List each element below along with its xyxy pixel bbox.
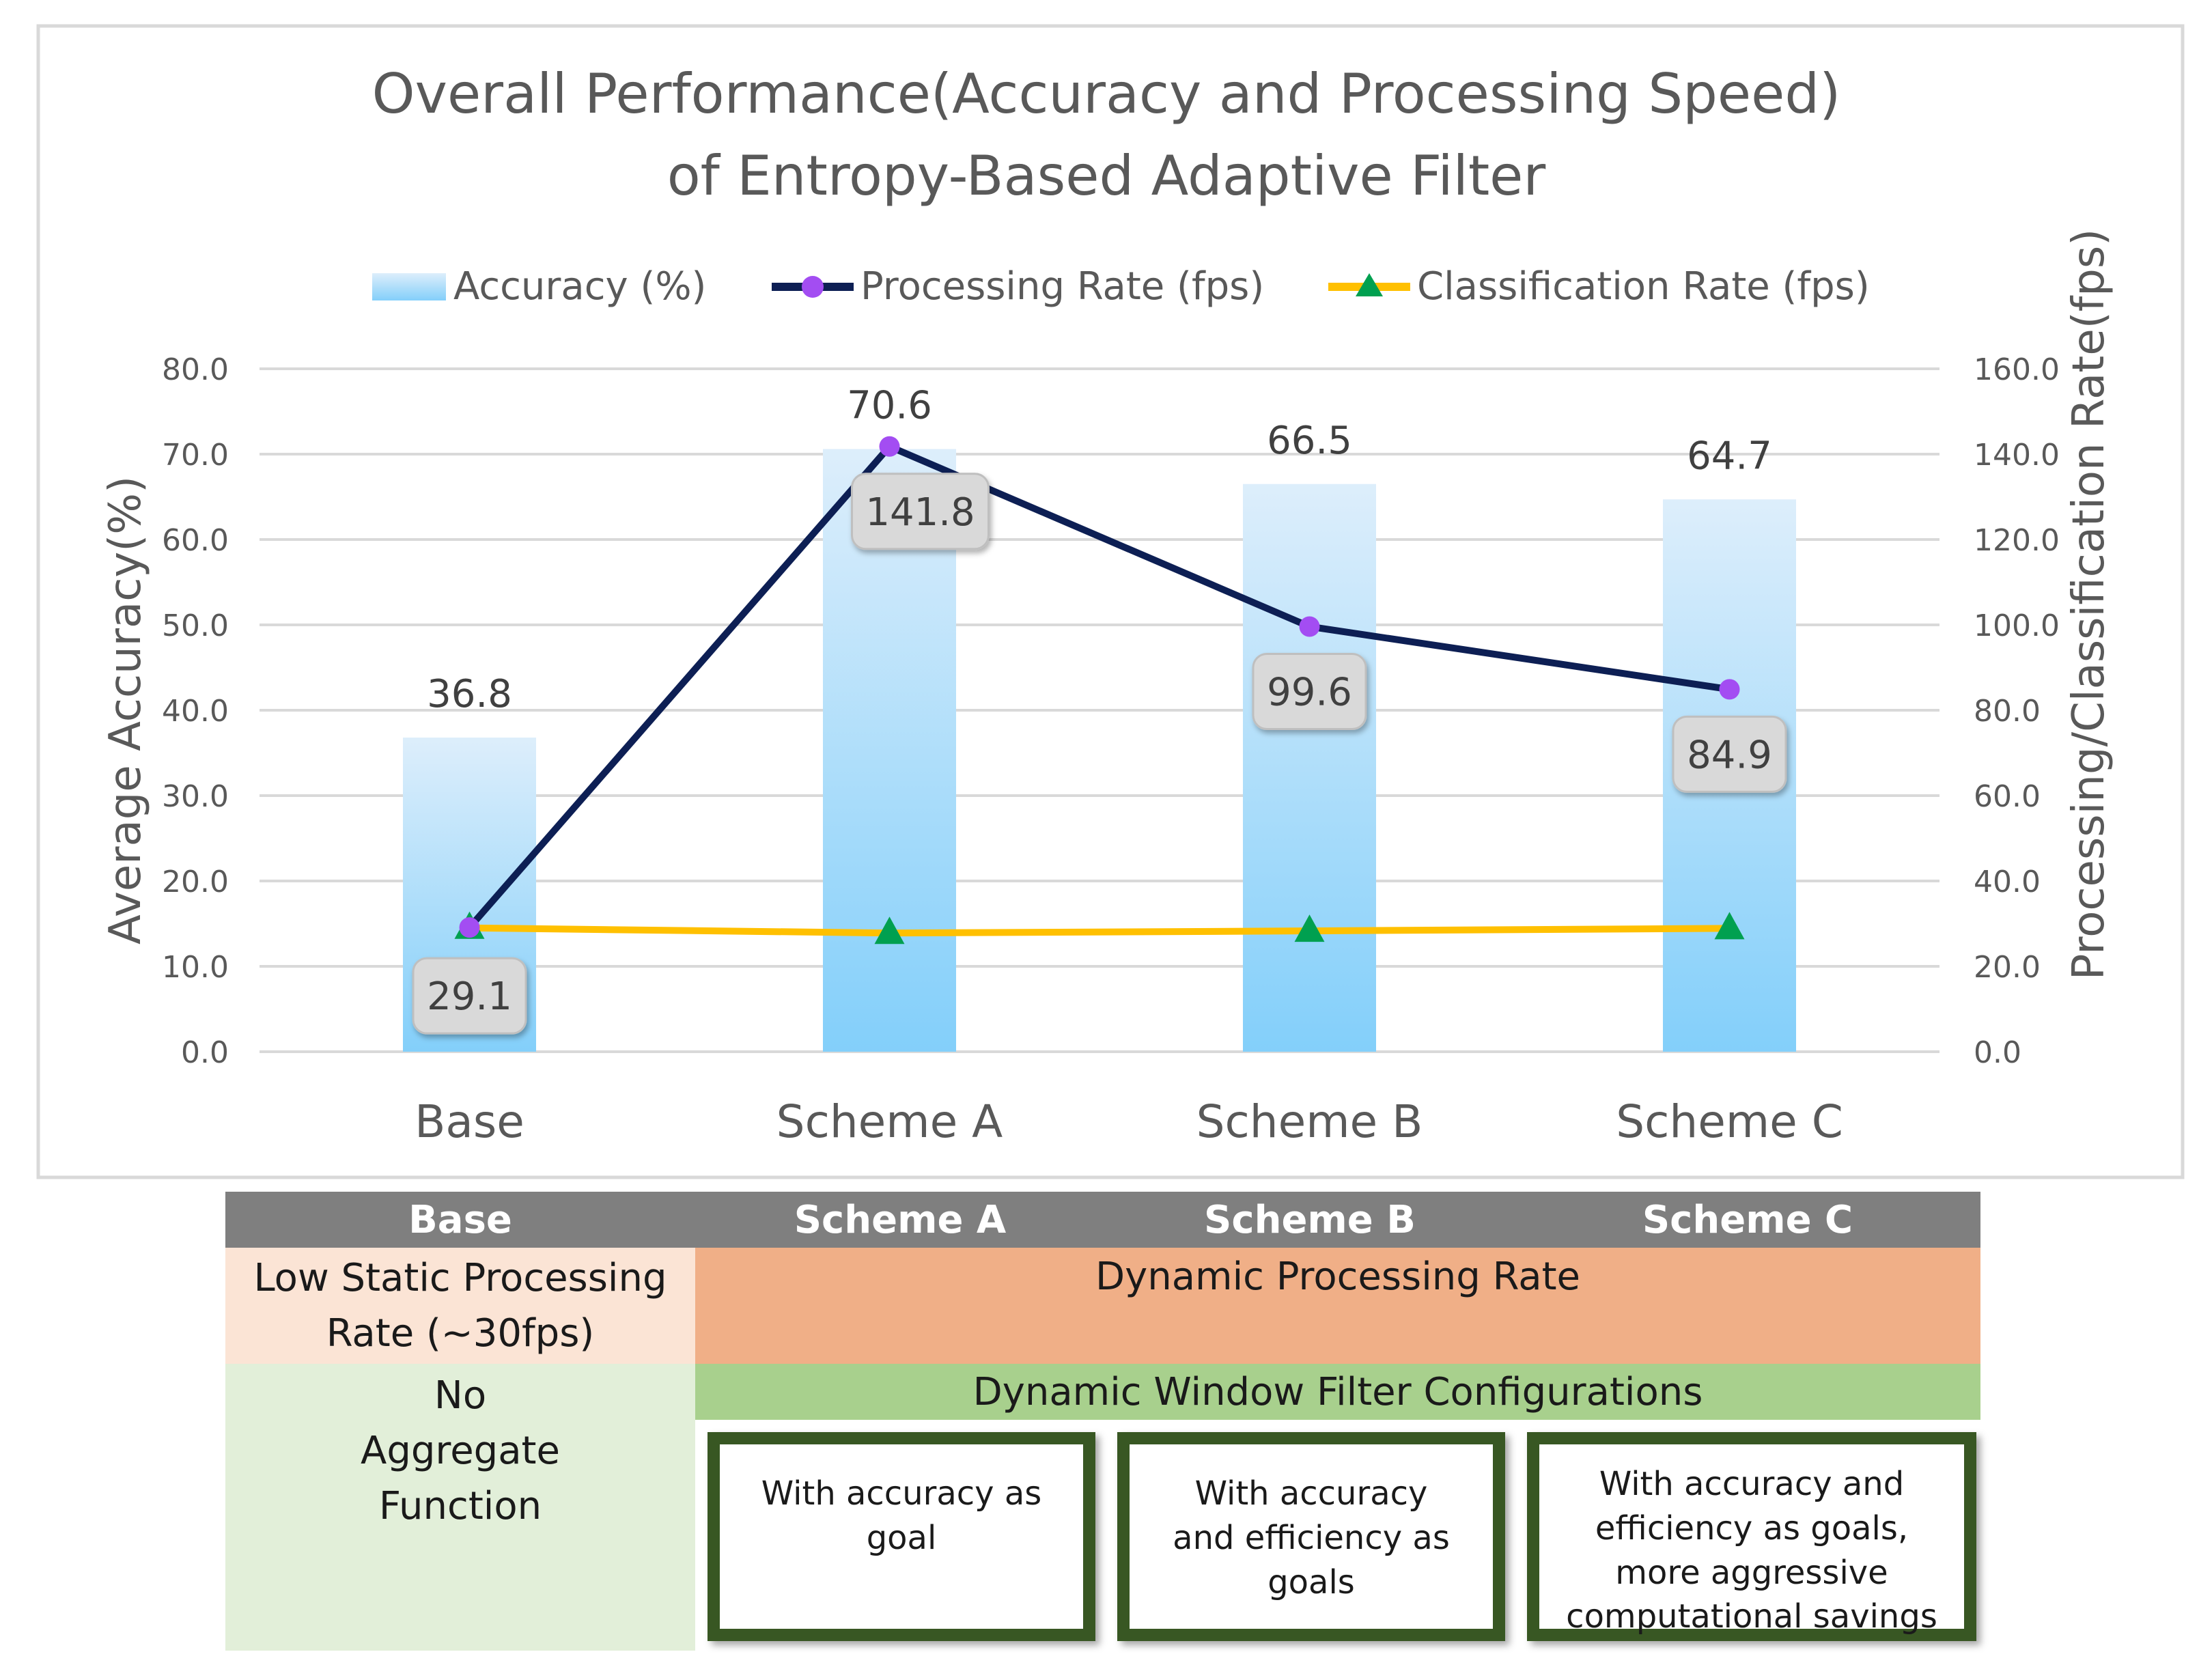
processing-rate-series [459, 436, 1740, 938]
processing-rate-data-labels: 29.1 141.8 99.6 84.9 [412, 473, 1787, 1035]
processing-rate-marker [1299, 616, 1320, 637]
dynamic-processing-rate-cell: Dynamic Processing Rate [695, 1248, 1980, 1364]
y-right-tick-label: 0.0 [1974, 1035, 2021, 1070]
legend-processing-label: Processing Rate (fps) [860, 264, 1264, 309]
table-header-base: Base [225, 1192, 695, 1248]
processing-rate-data-label: 29.1 [427, 975, 512, 1019]
y-left-tick-label: 20.0 [162, 865, 229, 899]
y-right-tick-label: 160.0 [1974, 352, 2060, 387]
processing-rate-label-box [851, 473, 990, 550]
accuracy-data-label: 36.8 [427, 672, 512, 716]
y-left-tick-label: 80.0 [162, 352, 229, 387]
y-left-tick-label: 0.0 [181, 1035, 229, 1070]
accuracy-data-labels: 36.8 70.6 66.5 64.7 [427, 384, 1772, 717]
classification-rate-marker [874, 916, 905, 944]
x-tick-label: Base [415, 1095, 524, 1148]
classification-rate-marker [1714, 912, 1745, 940]
scheme-a-note: With accuracy as goal [708, 1432, 1095, 1641]
processing-rate-marker [879, 436, 900, 457]
x-tick-label: Scheme A [776, 1095, 1003, 1148]
y-axis-right-ticks: 0.0 20.0 40.0 60.0 80.0 100.0 120.0 140.0 160.0 [1974, 352, 2060, 1070]
processing-rate-line [466, 442, 1731, 930]
processing-rate-label-box [412, 957, 527, 1035]
y-left-tick-label: 70.0 [162, 438, 229, 473]
processing-rate-marker [1719, 679, 1740, 700]
y-left-tick-label: 40.0 [162, 694, 229, 729]
x-tick-label: Scheme C [1616, 1095, 1843, 1148]
y-left-tick-label: 60.0 [162, 523, 229, 558]
chart-title-line-1: Overall Performance(Accuracy and Process… [372, 62, 1841, 126]
legend: Accuracy (%) Processing Rate (fps) Class… [372, 264, 1870, 309]
base-aggregate-cell: No Aggregate Function [225, 1364, 695, 1651]
x-axis-ticks: Base Scheme A Scheme B Scheme C [415, 1095, 1843, 1148]
classification-rate-marker [1294, 914, 1325, 942]
y-axis-right-label: Processing/Classification Rate(fps) [2064, 229, 2114, 980]
scheme-b-note: With accuracy and efficiency as goals [1117, 1432, 1505, 1641]
legend-accuracy-label: Accuracy (%) [453, 264, 706, 309]
x-tick-label: Scheme B [1196, 1095, 1423, 1148]
chart: Overall Performance(Accuracy and Process… [36, 24, 2185, 1179]
y-axis-left-label: Average Accuracy(%) [100, 476, 151, 944]
y-left-tick-label: 50.0 [162, 608, 229, 643]
processing-rate-data-label: 99.6 [1267, 671, 1352, 715]
legend-processing-marker [802, 276, 824, 298]
processing-rate-data-label: 84.9 [1687, 733, 1772, 777]
y-right-tick-label: 100.0 [1974, 608, 2060, 643]
legend-accuracy-swatch [372, 273, 446, 300]
base-processing-rate-cell: Low Static Processing Rate (~30fps) [225, 1248, 695, 1364]
classification-rate-line [469, 924, 1730, 937]
y-axis-left-ticks: 0.0 10.0 20.0 30.0 40.0 50.0 60.0 70.0 80.0 [162, 352, 229, 1070]
processing-rate-label-box [1252, 653, 1367, 730]
processing-rate-label-box [1672, 715, 1787, 793]
y-right-tick-label: 140.0 [1974, 438, 2060, 473]
y-right-tick-label: 40.0 [1974, 865, 2041, 899]
table-header-scheme-c: Scheme C [1515, 1192, 1980, 1248]
accuracy-data-label: 70.6 [847, 384, 932, 428]
chart-title-line-2: of Entropy-Based Adaptive Filter [667, 144, 1546, 208]
y-right-tick-label: 120.0 [1974, 523, 2060, 558]
accuracy-data-label: 64.7 [1687, 434, 1772, 478]
scheme-c-note: With accuracy and efficiency as goals, m… [1527, 1432, 1976, 1641]
legend-classification-marker [1356, 273, 1383, 296]
y-right-tick-label: 60.0 [1974, 779, 2041, 814]
table-header-scheme-a: Scheme A [695, 1192, 1105, 1248]
chart-frame [36, 24, 2185, 1179]
accuracy-data-label: 66.5 [1267, 419, 1352, 463]
table-header-scheme-b: Scheme B [1105, 1192, 1515, 1248]
y-right-tick-label: 80.0 [1974, 694, 2041, 729]
processing-rate-marker [459, 917, 480, 938]
y-left-tick-label: 10.0 [162, 950, 229, 985]
processing-rate-data-label: 141.8 [865, 490, 975, 535]
y-left-tick-label: 30.0 [162, 779, 229, 814]
legend-classification-label: Classification Rate (fps) [1417, 264, 1870, 309]
y-right-tick-label: 20.0 [1974, 950, 2041, 985]
dynamic-window-cell: Dynamic Window Filter Configurations [695, 1364, 1980, 1420]
accuracy-bar [1243, 484, 1376, 1052]
